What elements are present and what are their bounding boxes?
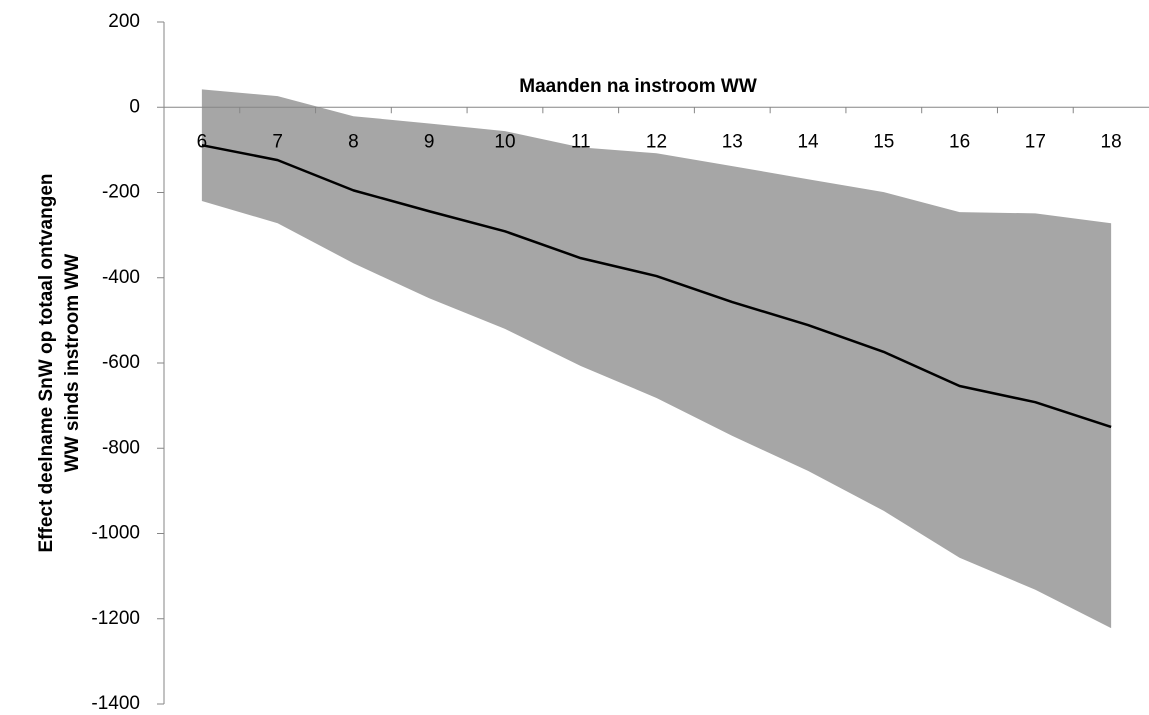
x-tick-label: 9: [424, 131, 435, 152]
y-tick-label: -1400: [91, 693, 140, 714]
x-tick-label: 17: [1025, 131, 1046, 152]
x-axis-title: Maanden na instroom WW: [519, 76, 757, 97]
x-tick-label: 10: [494, 131, 515, 152]
y-axis-title-line: WW sinds instroom WW: [62, 254, 83, 473]
x-tick-label: 12: [646, 131, 667, 152]
y-tick-label: -1200: [91, 608, 140, 629]
x-tick-label: 16: [949, 131, 970, 152]
x-tick-label: 18: [1101, 131, 1122, 152]
y-tick-label: 0: [129, 96, 140, 117]
y-axis-title: Effect deelname SnW op totaal ontvangen …: [36, 174, 83, 553]
x-tick-label: 14: [797, 131, 819, 152]
data-line: [201, 143, 1112, 429]
x-tick-label: 15: [873, 131, 894, 152]
x-tick-label: 6: [197, 131, 208, 152]
y-tick-label: -800: [102, 437, 140, 458]
y-tick-label: -400: [102, 267, 140, 288]
x-tick-label: 13: [722, 131, 743, 152]
x-tick-label: 7: [272, 131, 283, 152]
y-tick-label: -1000: [91, 523, 140, 544]
y-tick-label: -200: [102, 182, 140, 203]
confidence-band: [201, 89, 1112, 629]
y-tick-label: 200: [108, 11, 140, 32]
x-tick-label: 8: [348, 131, 359, 152]
y-tick-label: -600: [102, 352, 140, 373]
y-axis-title-line: Effect deelname SnW op totaal ontvangen: [36, 174, 57, 553]
x-tick-label: 11: [571, 131, 591, 152]
